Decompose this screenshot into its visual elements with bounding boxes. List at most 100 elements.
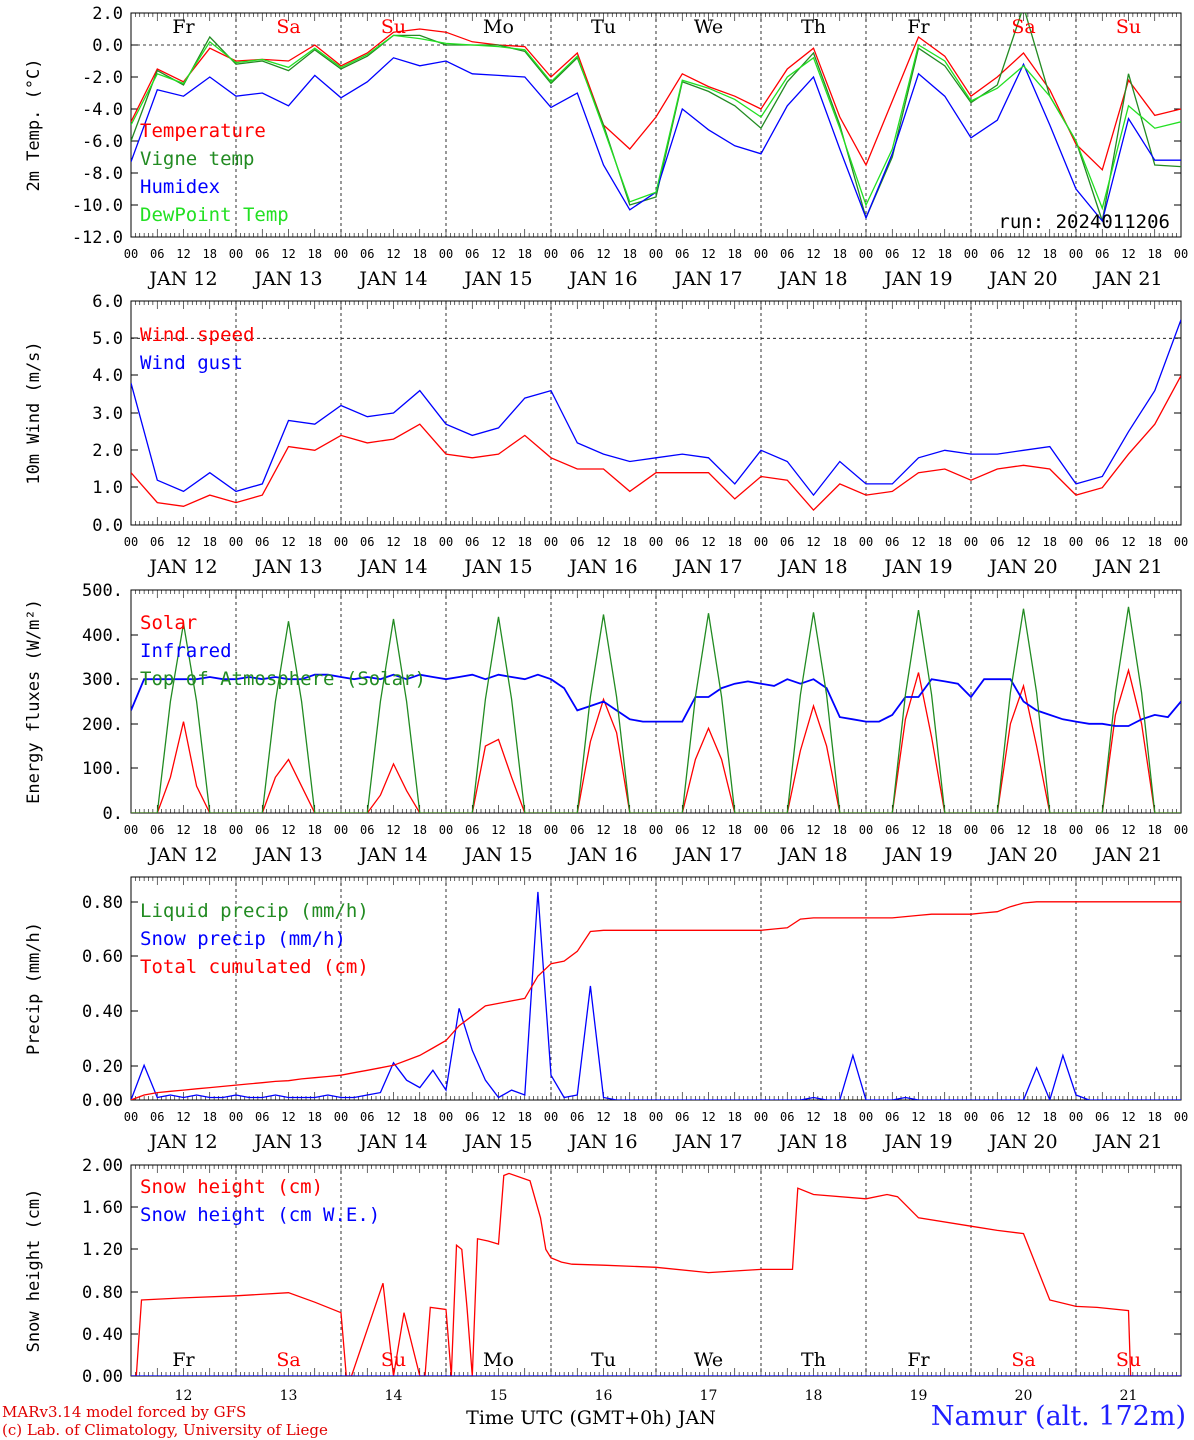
station-name: Namur (alt. 172m) <box>930 1401 1186 1432</box>
hour-tick-label: 18 <box>308 535 322 549</box>
hour-tick-label: 00 <box>439 247 453 261</box>
y-tick-label: 0.0 <box>92 36 123 56</box>
y-axis-label: 2m Temp. (°C) <box>24 58 44 191</box>
hour-tick-label: 00 <box>124 247 138 261</box>
weekday-label: Sa <box>1011 1349 1035 1371</box>
y-tick-label: -12.0 <box>72 228 123 248</box>
y-tick-label: 0.60 <box>82 947 123 967</box>
weekday-label: Su <box>381 1349 406 1371</box>
hour-tick-label: 12 <box>596 247 610 261</box>
date-label: JAN 15 <box>462 556 532 578</box>
hour-tick-label: 06 <box>990 247 1004 261</box>
hour-tick-label: 00 <box>544 535 558 549</box>
hour-tick-label: 12 <box>701 247 715 261</box>
weekday-label: Mo <box>483 16 514 38</box>
day-number-label: 15 <box>490 1388 508 1404</box>
day-number-label: 16 <box>595 1388 613 1404</box>
date-label: JAN 14 <box>357 1131 427 1153</box>
legend-entry: DewPoint Temp <box>140 204 289 226</box>
hour-tick-label: 18 <box>1043 535 1057 549</box>
day-number-label: 21 <box>1120 1388 1138 1404</box>
panel-5: 2.00 1.60 1.20 0.80 0.40 0.00 Snow height (cm)… <box>24 1156 1182 1387</box>
weekday-label: Th <box>801 16 826 38</box>
hour-tick-label: 06 <box>255 823 269 837</box>
hour-tick-label: 06 <box>990 535 1004 549</box>
y-tick-label: -8.0 <box>82 164 123 184</box>
hour-tick-label: 06 <box>885 823 899 837</box>
hour-tick-label: 00 <box>649 823 663 837</box>
hour-tick-label: 18 <box>938 823 952 837</box>
hour-tick-label: 00 <box>754 823 768 837</box>
hour-tick-label: 18 <box>308 823 322 837</box>
hour-tick-label: 18 <box>938 1110 952 1124</box>
date-label: JAN 15 <box>462 844 532 866</box>
y-tick-label: 2.00 <box>82 1156 123 1176</box>
hour-tick-label: 18 <box>833 535 847 549</box>
hour-tick-label: 00 <box>334 823 348 837</box>
date-label: JAN 14 <box>357 844 427 866</box>
y-tick-label: 100. <box>82 759 123 779</box>
hour-tick-label: 06 <box>780 1110 794 1124</box>
hour-tick-label: 00 <box>754 1110 768 1124</box>
hour-tick-label: 06 <box>255 247 269 261</box>
date-label: JAN 18 <box>777 556 847 578</box>
hour-tick-label: 06 <box>150 823 164 837</box>
run-label: run: 2024011206 <box>998 211 1170 233</box>
hour-tick-label: 18 <box>413 247 427 261</box>
hour-tick-label: 12 <box>1016 535 1030 549</box>
date-label: JAN 13 <box>252 556 322 578</box>
series-line <box>131 28 1181 172</box>
weekday-label: Fr <box>172 1349 195 1371</box>
hour-tick-label: 18 <box>938 247 952 261</box>
hour-tick-label: 18 <box>1148 535 1162 549</box>
y-tick-label: 5.0 <box>92 329 123 349</box>
date-label: JAN 16 <box>567 268 637 290</box>
hour-tick-label: 18 <box>1148 247 1162 261</box>
weekday-label: Su <box>381 16 406 38</box>
panel-1: 2.0 0.0 -2.0 -4.0 -6.0 -8.0 -10.0 -12.0 2m Temp.… <box>24 4 1188 290</box>
hour-tick-label: 00 <box>964 247 978 261</box>
hour-tick-label: 00 <box>439 823 453 837</box>
date-label: JAN 17 <box>672 556 742 578</box>
hour-tick-label: 12 <box>806 823 820 837</box>
hour-tick-label: 06 <box>990 823 1004 837</box>
hour-tick-label: 12 <box>1121 1110 1135 1124</box>
hour-tick-label: 06 <box>780 823 794 837</box>
date-label: JAN 20 <box>987 556 1057 578</box>
hour-tick-label: 00 <box>124 535 138 549</box>
hour-tick-label: 06 <box>675 823 689 837</box>
y-axis-label: 10m Wind (m/s) <box>24 341 44 484</box>
series-line <box>131 901 1181 1100</box>
date-label: JAN 14 <box>357 268 427 290</box>
hour-tick-label: 06 <box>570 535 584 549</box>
hour-tick-label: 00 <box>1069 247 1083 261</box>
day-number-label: 18 <box>805 1388 823 1404</box>
hour-tick-label: 00 <box>439 1110 453 1124</box>
hour-tick-label: 12 <box>491 247 505 261</box>
hour-tick-label: 12 <box>176 247 190 261</box>
hour-tick-label: 00 <box>1174 535 1188 549</box>
hour-tick-label: 00 <box>229 535 243 549</box>
hour-tick-label: 12 <box>281 247 295 261</box>
hour-tick-label: 18 <box>308 1110 322 1124</box>
hour-tick-label: 00 <box>859 823 873 837</box>
weekday-label: Fr <box>907 16 930 38</box>
day-number-label: 17 <box>700 1388 718 1404</box>
hour-tick-label: 12 <box>1121 823 1135 837</box>
hour-tick-label: 06 <box>1095 247 1109 261</box>
hour-tick-label: 00 <box>649 1110 663 1124</box>
legend-entry: Total cumulated (cm) <box>140 956 369 978</box>
hour-tick-label: 00 <box>1069 1110 1083 1124</box>
weekday-label: Tu <box>591 1349 616 1371</box>
legend-entry: Snow height (cm W.E.) <box>140 1204 380 1226</box>
hour-tick-label: 18 <box>728 535 742 549</box>
y-tick-label: -4.0 <box>82 100 123 120</box>
date-label: JAN 21 <box>1092 556 1162 578</box>
hour-tick-label: 06 <box>150 247 164 261</box>
hour-tick-label: 00 <box>334 1110 348 1124</box>
hour-tick-label: 18 <box>203 1110 217 1124</box>
hour-tick-label: 06 <box>360 1110 374 1124</box>
hour-tick-label: 18 <box>308 247 322 261</box>
hour-tick-label: 06 <box>465 1110 479 1124</box>
hour-tick-label: 06 <box>360 247 374 261</box>
